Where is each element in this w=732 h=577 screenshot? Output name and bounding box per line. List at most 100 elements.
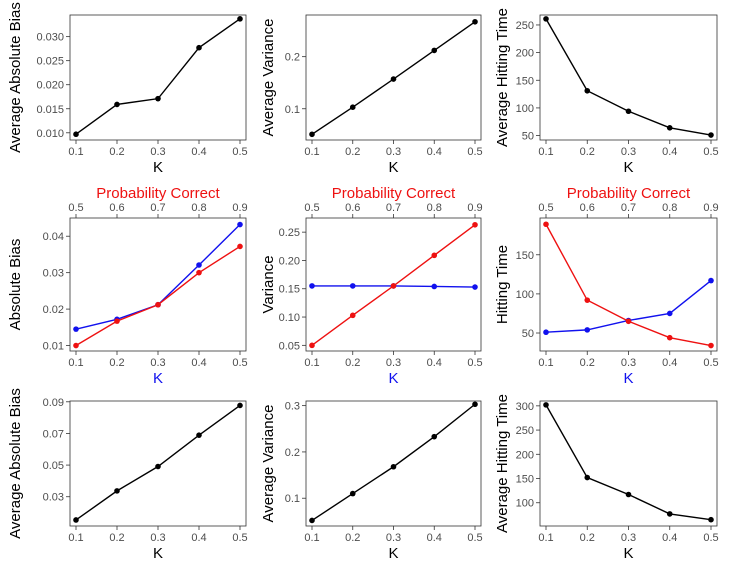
top-axis-title: Probability Correct [96,185,220,202]
y-tick-label: 250 [516,425,534,437]
x-axis-title: K [623,545,633,562]
series-line-1 [545,223,712,347]
top-tick-label: 0.5 [68,202,83,214]
data-point [708,516,714,523]
top-tick-label: 0.7 [621,202,636,214]
y-tick-label: 0.10 [279,312,300,324]
y-tick-label: 50 [522,328,534,340]
data-point [543,16,549,22]
x-tick-label: 0.5 [232,146,247,158]
y-tick-label: 150 [516,75,534,87]
x-tick-label: 0.3 [386,146,401,158]
y-tick-label: 0.03 [43,492,64,504]
y-axis-title: Average Variance [260,19,277,137]
x-tick-label: 0.4 [191,532,206,544]
x-tick-label: 0.4 [191,146,206,158]
x-tick-label: 0.4 [662,532,677,544]
top-tick-label: 0.9 [467,202,482,214]
y-tick-label: 200 [516,48,534,60]
top-tick-label: 0.5 [538,202,553,214]
data-point [390,283,397,289]
data-point [349,283,356,289]
data-point [584,474,591,481]
y-axis-title: Variance [260,255,277,313]
chart-panel-r2c2: 0.1 0.2 0.3 0.4 0.5 0.5 0.6 0.7 0.8 0.9 Probabilit… [260,185,483,387]
data-point [708,132,714,138]
series-line-0 [545,404,712,521]
series-line-0 [75,18,241,135]
x-tick-label: 0.5 [467,532,482,544]
data-point [196,262,202,268]
x-tick-label: 0.5 [232,357,247,369]
x-tick-label: 0.2 [345,532,360,544]
data-point [431,47,438,54]
chart-panel-r1c2: 0.1 0.2 0.3 0.4 0.5 0.1 0.2 K Average Variance [260,14,483,176]
y-tick-label: 100 [516,103,534,115]
y-tick-label: 0.03 [43,268,64,280]
data-point [155,95,161,102]
x-tick-label: 0.1 [68,532,83,544]
y-axis-title: Average Hitting Time [494,8,511,147]
x-tick-label: 0.5 [703,357,718,369]
data-point [625,318,632,325]
panel-border [539,14,718,141]
data-point [431,252,438,259]
x-tick-label: 0.5 [232,532,247,544]
panel-border [539,400,718,527]
y-tick-label: 0.15 [279,284,300,296]
y-axis-title: Average Variance [260,405,277,523]
data-point [114,318,120,324]
data-point [73,517,79,523]
top-tick-label: 0.7 [386,202,401,214]
y-tick-label: 0.20 [279,255,300,267]
x-tick-label: 0.2 [109,357,124,369]
x-tick-label: 0.3 [621,357,636,369]
y-tick-label: 0.030 [36,32,64,44]
x-tick-label: 0.4 [191,357,206,369]
y-tick-label: 200 [516,449,534,461]
y-tick-label: 0.3 [285,401,300,413]
data-point [431,283,438,290]
x-tick-label: 0.2 [109,146,124,158]
x-tick-label: 0.5 [467,146,482,158]
data-point [666,125,673,131]
data-point [155,301,161,308]
top-axis-title: Probability Correct [332,185,456,202]
top-tick-label: 0.9 [703,202,718,214]
data-point [309,131,315,138]
x-axis-title: K [153,159,163,176]
data-point [73,131,79,138]
x-tick-label: 0.1 [538,146,553,158]
y-axis-title: Average Hitting Time [494,394,511,533]
x-tick-label: 0.2 [580,532,595,544]
data-point [472,284,478,290]
data-point [73,342,79,349]
y-tick-label: 300 [516,401,534,413]
data-point [309,283,315,289]
top-tick-label: 0.5 [304,202,319,214]
data-point [584,87,591,94]
x-tick-label: 0.4 [662,357,677,369]
data-point [472,221,478,228]
x-axis-title: K [623,370,633,387]
x-tick-label: 0.5 [703,532,718,544]
data-point [543,329,549,336]
x-tick-label: 0.2 [580,357,595,369]
data-point [431,433,438,440]
x-tick-label: 0.2 [345,357,360,369]
x-axis-title: K [388,370,398,387]
data-point [390,463,397,470]
y-tick-label: 0.01 [43,341,64,353]
chart-panel-r3c1: 0.1 0.2 0.3 0.4 0.5 0.03 0.05 0.07 0.09 K Average … [7,388,248,562]
y-tick-label: 0.015 [36,104,64,116]
y-tick-label: 0.1 [285,104,300,116]
x-tick-label: 0.3 [621,146,636,158]
data-point [390,76,397,82]
y-tick-label: 0.25 [279,227,300,239]
y-tick-label: 0.1 [285,493,300,505]
x-tick-label: 0.2 [345,146,360,158]
series-line-1 [75,245,241,347]
data-point [237,16,243,22]
data-point [196,269,202,276]
x-tick-label: 0.1 [538,532,553,544]
